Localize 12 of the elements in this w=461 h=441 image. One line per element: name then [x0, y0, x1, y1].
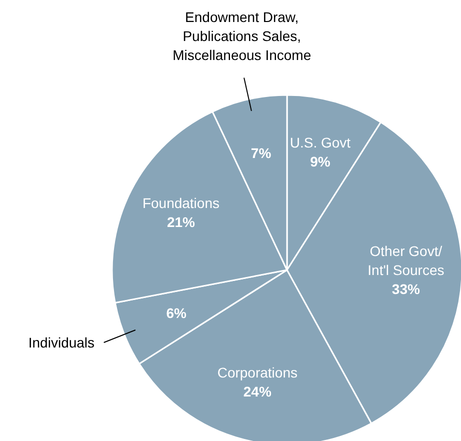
data-label: 9%: [310, 154, 331, 170]
data-label: 33%: [392, 281, 420, 298]
data-label: 6%: [166, 304, 188, 321]
slice-label: Corporations: [217, 364, 298, 380]
slice-label: U.S. Govt: [290, 134, 351, 151]
data-label: 7%: [250, 144, 272, 161]
data-label: 21%: [166, 214, 196, 230]
data-label: 24%: [243, 383, 272, 400]
slice-label: Other Govt/ Int'l Sources: [368, 243, 444, 278]
slice-label: Foundations: [142, 194, 220, 211]
slice-label: Endowment Draw, Publications Sales, Miscellaneous Income: [172, 8, 312, 63]
slice-label: Individuals: [28, 334, 95, 351]
